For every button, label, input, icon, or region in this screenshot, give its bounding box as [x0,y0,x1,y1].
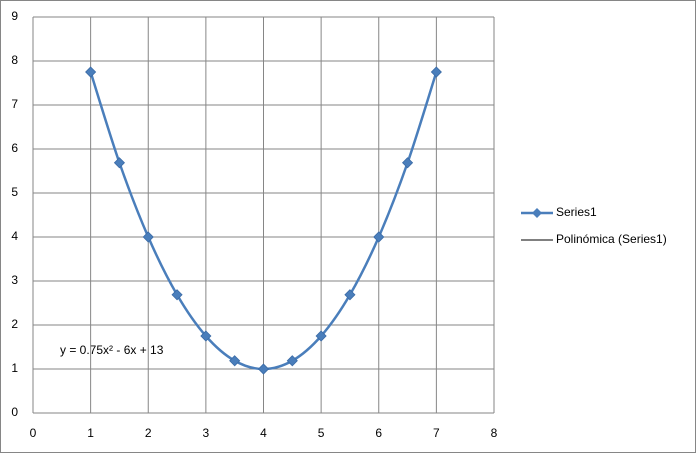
data-point [229,355,241,367]
data-point [200,330,212,342]
x-tick-label: 7 [433,426,440,440]
x-tick-label: 0 [30,426,37,440]
trendline-equation: y = 0.75x² - 6x + 13 [60,343,164,357]
y-tick-label: 6 [11,141,18,155]
y-tick-label: 5 [11,185,18,199]
y-tick-label: 0 [11,405,18,419]
y-tick-label: 7 [11,97,18,111]
data-point [286,355,298,367]
data-point [171,289,183,301]
data-point [315,330,327,342]
y-tick-label: 4 [11,229,18,243]
y-tick-label: 1 [11,361,18,375]
x-tick-label: 8 [491,426,498,440]
x-tick-label: 6 [375,426,382,440]
x-tick-label: 5 [318,426,325,440]
x-tick-label: 3 [203,426,210,440]
legend-marker [532,208,542,218]
x-tick-label: 1 [87,426,94,440]
legend-label: Series1 [556,205,597,219]
data-point [401,157,414,169]
x-tick-label: 2 [145,426,152,440]
data-point [373,231,385,243]
y-tick-label: 2 [11,317,18,331]
y-tick-label: 9 [11,9,18,23]
x-tick-label: 4 [260,426,267,440]
data-point [113,157,126,169]
legend-label: Polinómica (Series1) [556,232,667,246]
data-point [85,66,97,78]
data-point [344,289,356,301]
data-point [257,363,270,375]
y-tick-label: 3 [11,273,18,287]
data-point [430,66,442,78]
y-tick-label: 8 [11,53,18,67]
data-point [142,231,154,243]
